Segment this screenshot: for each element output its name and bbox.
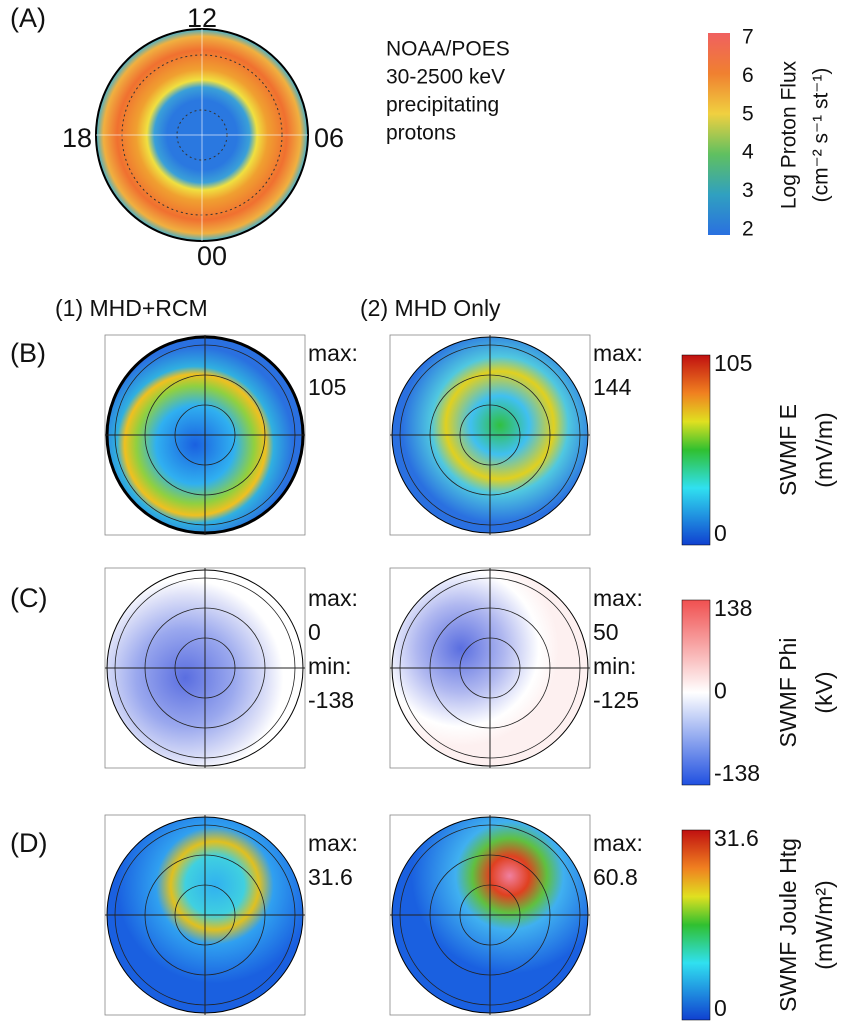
annotation: max: — [308, 340, 358, 366]
annotation: max: — [308, 585, 358, 611]
colorbar-tick-label: 138 — [714, 595, 752, 621]
colorbar-title: SWMF Phi — [775, 638, 801, 748]
colorbar — [681, 599, 711, 786]
panel-label: (B) — [10, 338, 46, 368]
colorbar-tick-label: 6 — [742, 64, 754, 87]
column-header: (1) MHD+RCM — [55, 295, 208, 321]
annotation: 50 — [593, 619, 619, 645]
colorbar-unit: (kV) — [811, 671, 837, 713]
column-header: (2) MHD Only — [360, 295, 501, 321]
annotation: -138 — [308, 687, 354, 713]
panel-label: (C) — [10, 583, 47, 613]
colorbar — [681, 354, 711, 546]
colorbar — [681, 829, 711, 1021]
clock-label: 18 — [62, 123, 92, 153]
clock-label: 12 — [187, 3, 217, 33]
colorbar — [708, 33, 730, 235]
colorbar-title: SWMF E — [775, 404, 801, 496]
colorbar-unit: (mV/m) — [811, 412, 837, 487]
colorbar-tick-label: 31.6 — [714, 825, 759, 851]
colorbar-tick-label: 5 — [742, 102, 754, 125]
colorbar-tick-label: 0 — [714, 678, 727, 704]
colorbar-tick-label: -138 — [714, 760, 760, 786]
colorbar-title: Log Proton Flux — [778, 60, 801, 209]
colorbar-tick-label: 3 — [742, 179, 754, 202]
description-line: 30-2500 keV — [386, 66, 505, 89]
colorbar-tick-label: 2 — [742, 218, 754, 241]
clock-label: 00 — [197, 241, 227, 271]
colorbar-tick-label: 4 — [742, 141, 754, 164]
annotation: 144 — [593, 374, 632, 400]
annotation: -125 — [593, 687, 639, 713]
panel-label: (A) — [10, 3, 46, 33]
annotation: min: — [593, 653, 636, 679]
annotation: 31.6 — [308, 864, 353, 890]
clock-label: 06 — [314, 123, 344, 153]
annotation: max: — [593, 585, 643, 611]
description-line: NOAA/POES — [386, 38, 510, 61]
colorbar-tick-label: 105 — [714, 350, 752, 376]
annotation: 60.8 — [593, 864, 638, 890]
annotation: max: — [593, 340, 643, 366]
annotation: min: — [308, 653, 351, 679]
annotation: max: — [308, 830, 358, 856]
description-line: protons — [386, 122, 456, 145]
polar-grid — [96, 29, 308, 241]
colorbar-tick-label: 7 — [742, 26, 754, 49]
annotation: 0 — [308, 619, 321, 645]
annotation: 105 — [308, 374, 346, 400]
colorbar-tick-label: 0 — [714, 520, 727, 546]
colorbar-tick-label: 0 — [714, 995, 727, 1021]
colorbar-unit: (cm⁻² s⁻¹ st⁻¹) — [810, 68, 833, 203]
colorbar-title: SWMF Joule Htg — [775, 838, 801, 1012]
colorbar-unit: (mW/m²) — [811, 880, 837, 969]
annotation: max: — [593, 830, 643, 856]
panel-label: (D) — [10, 828, 47, 858]
description-line: precipitating — [386, 94, 499, 117]
